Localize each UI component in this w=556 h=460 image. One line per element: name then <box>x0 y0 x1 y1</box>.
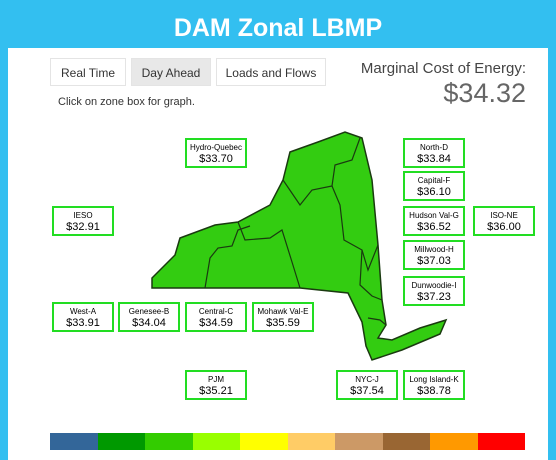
tab[interactable]: Loads and Flows <box>216 58 326 86</box>
zone-price: $32.91 <box>66 221 100 233</box>
zone-box[interactable]: IESO $32.91 <box>52 206 114 236</box>
zone-box[interactable]: PJM $35.21 <box>185 370 247 400</box>
zone-box[interactable]: Capital-F $36.10 <box>403 171 465 201</box>
zone-box[interactable]: ISO-NE $36.00 <box>473 206 535 236</box>
zone-box[interactable]: Central-C $34.59 <box>185 302 247 332</box>
scale-swatch <box>50 433 98 450</box>
zone-name: Hudson Val-G <box>409 211 459 220</box>
zone-price: $37.54 <box>350 385 384 397</box>
zone-name: PJM <box>208 375 224 384</box>
cost-value: $34.32 <box>443 78 526 108</box>
zone-line <box>204 225 251 289</box>
zone-box[interactable]: Dunwoodie-I $37.23 <box>403 276 465 306</box>
zone-box[interactable]: Genesee-B $34.04 <box>118 302 180 332</box>
zone-name: NYC-J <box>355 375 379 384</box>
zone-price: $36.00 <box>487 221 521 233</box>
zone-price: $33.70 <box>199 153 233 165</box>
scale-swatch <box>335 433 383 450</box>
tab[interactable]: Real Time <box>50 58 126 86</box>
zone-name: Mohawk Val-E <box>257 307 309 316</box>
tab-active[interactable]: Day Ahead <box>131 58 211 86</box>
zone-name: IESO <box>73 211 93 220</box>
header-title: DAM Zonal LBMP <box>0 0 556 48</box>
zone-price: $36.52 <box>417 221 451 233</box>
scale-swatch <box>382 433 430 450</box>
ny-state <box>151 131 448 361</box>
zone-line <box>359 249 383 301</box>
zone-name: North-D <box>419 143 448 152</box>
zone-box[interactable]: Hydro-Quebec $33.70 <box>185 138 247 168</box>
scale-swatch <box>145 433 193 450</box>
zone-box[interactable]: North-D $33.84 <box>403 138 465 168</box>
scale-swatch <box>430 433 478 450</box>
zone-price: $33.84 <box>417 153 451 165</box>
zone-name: Hydro-Quebec <box>189 143 243 152</box>
scale-swatch <box>97 433 145 450</box>
zone-price: $38.78 <box>417 385 451 397</box>
cost-label: Marginal Cost of Energy: <box>360 60 526 77</box>
zone-box[interactable]: West-A $33.91 <box>52 302 114 332</box>
zone-price: $35.21 <box>199 385 233 397</box>
zone-line <box>367 317 387 326</box>
zone-name: ISO-NE <box>490 211 518 220</box>
zone-price: $36.10 <box>417 186 451 198</box>
color-scale <box>50 433 525 450</box>
zone-price: $34.04 <box>132 317 166 329</box>
zone-name: West-A <box>69 307 97 316</box>
zone-box[interactable]: Millwood-H $37.03 <box>403 240 465 270</box>
scale-swatch <box>287 433 335 450</box>
zone-line <box>237 221 301 289</box>
zone-line <box>331 185 379 272</box>
zone-box[interactable]: NYC-J $37.54 <box>336 370 398 400</box>
zone-name: Dunwoodie-I <box>411 281 457 290</box>
zone-name: Millwood-H <box>414 245 454 254</box>
zone-price: $35.59 <box>266 317 300 329</box>
zone-name: Long Island-K <box>409 375 459 384</box>
zone-name: Genesee-B <box>128 307 170 316</box>
scale-swatch <box>477 433 525 450</box>
zone-box[interactable]: Mohawk Val-E $35.59 <box>252 302 314 332</box>
zone-box[interactable]: Long Island-K $38.78 <box>403 370 465 400</box>
zone-name: Central-C <box>198 307 234 316</box>
scale-swatch <box>240 433 288 450</box>
zone-price: $37.03 <box>417 255 451 267</box>
scale-swatch <box>192 433 240 450</box>
instruction: Click on zone box for graph. <box>58 96 195 108</box>
zone-price: $33.91 <box>66 317 100 329</box>
zone-name: Capital-F <box>417 176 451 185</box>
zone-price: $37.23 <box>417 291 451 303</box>
zone-price: $34.59 <box>199 317 233 329</box>
zone-box[interactable]: Hudson Val-G $36.52 <box>403 206 465 236</box>
